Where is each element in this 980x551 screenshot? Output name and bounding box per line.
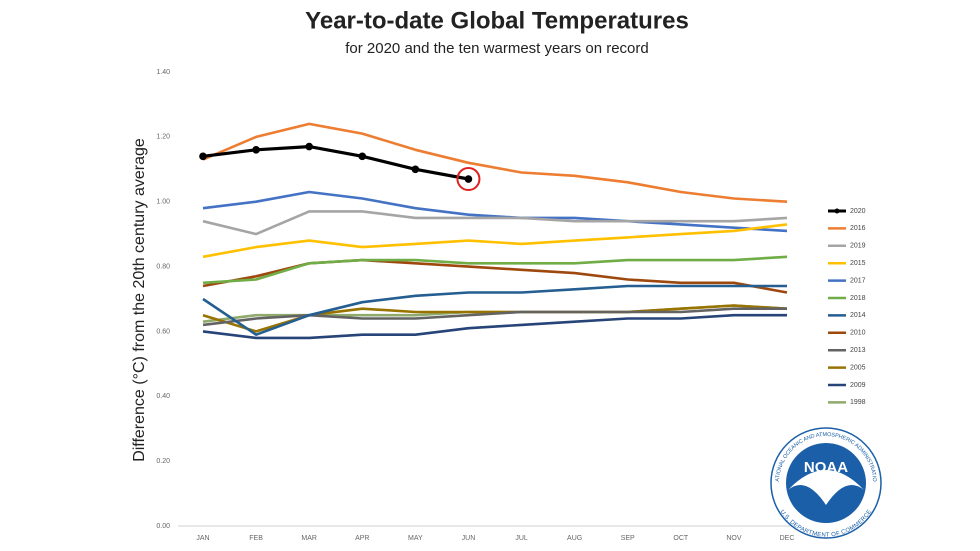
x-tick-label: MAY — [408, 535, 423, 542]
y-tick-label: 0.20 — [156, 458, 170, 465]
x-tick-label: MAR — [301, 535, 317, 542]
point — [252, 146, 260, 154]
point — [305, 142, 313, 151]
y-tick-label: 0.80 — [156, 263, 170, 270]
y-tick-label: 1.00 — [156, 199, 170, 206]
legend-label: 2010 — [850, 330, 866, 337]
legend-label: 2005 — [850, 364, 866, 371]
series-line — [202, 210, 788, 236]
x-tick-label: SEP — [621, 535, 635, 542]
series-line — [202, 284, 787, 336]
legend-label: 2016 — [850, 225, 866, 232]
x-tick-label: APR — [355, 535, 369, 542]
y-tick-label: 1.40 — [156, 69, 170, 76]
chart-title: Year-to-date Global Temperatures — [305, 7, 689, 34]
series-line — [202, 145, 469, 181]
y-tick-label: 0.60 — [156, 328, 170, 335]
x-tick-label: DEC — [780, 535, 795, 542]
legend-marker — [834, 208, 840, 214]
series-line — [202, 122, 788, 203]
point — [411, 165, 420, 174]
x-tick-label: JUN — [462, 535, 476, 542]
x-tick-label: JUL — [515, 535, 528, 542]
x-tick-label: AUG — [567, 535, 582, 542]
logo-bird — [788, 470, 864, 505]
legend-label: 2017 — [850, 277, 866, 284]
point — [199, 152, 207, 161]
y-tick-label: 1.20 — [156, 134, 170, 141]
legend-label: 1998 — [850, 399, 866, 406]
legend-label: 2020 — [850, 208, 866, 215]
legend-label: 2013 — [850, 347, 866, 354]
y-tick-label: 0.40 — [156, 393, 170, 400]
highlight-ring — [456, 167, 481, 192]
legend-label: 2015 — [850, 260, 866, 267]
y-axis-label: Difference (°C) from the 20th century av… — [131, 138, 148, 462]
x-tick-label: JAN — [196, 535, 209, 542]
x-tick-label: FEB — [249, 535, 263, 542]
series-line — [202, 190, 788, 233]
chart-subtitle: for 2020 and the ten warmest years on re… — [345, 40, 649, 57]
y-tick-label: 0.00 — [156, 523, 170, 530]
series-line — [202, 313, 787, 340]
point — [464, 175, 473, 183]
x-tick-label: NOV — [726, 535, 742, 542]
legend-label: 2009 — [850, 382, 866, 389]
point — [358, 152, 367, 161]
legend-label: 2018 — [850, 295, 866, 302]
series-line — [202, 307, 787, 327]
x-tick-label: OCT — [673, 535, 689, 542]
series-line — [202, 258, 788, 294]
series-line — [202, 255, 788, 285]
series-line — [202, 223, 788, 259]
logo-text: NOAA — [804, 459, 848, 476]
legend-label: 2014 — [850, 312, 866, 319]
legend-label: 2019 — [850, 243, 866, 250]
